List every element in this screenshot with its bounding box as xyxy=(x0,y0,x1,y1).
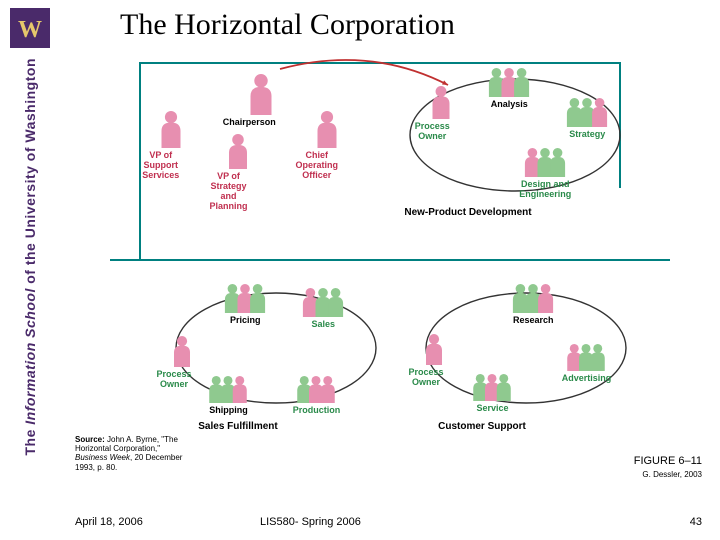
group-new-product: New-Product Development xyxy=(404,207,532,218)
group-coo: ChiefOperatingOfficer xyxy=(295,111,338,180)
group-production: Production xyxy=(293,376,341,415)
svg-text:Pricing: Pricing xyxy=(230,315,261,325)
source-ital: Business Week xyxy=(75,453,130,462)
footer-page: 43 xyxy=(690,516,702,528)
sidebar: W The Information School of the Universi… xyxy=(0,0,60,540)
svg-text:Customer Support: Customer Support xyxy=(438,421,526,432)
svg-text:Operating: Operating xyxy=(295,160,338,170)
svg-text:Owner: Owner xyxy=(412,377,441,387)
svg-text:Production: Production xyxy=(293,405,341,415)
sidebar-prefix: The xyxy=(22,425,38,456)
svg-text:Chairperson: Chairperson xyxy=(223,117,276,127)
svg-text:Strategy: Strategy xyxy=(210,181,246,191)
svg-text:Planning: Planning xyxy=(210,201,248,211)
svg-text:New-Product Development: New-Product Development xyxy=(404,207,532,218)
figure-credit: G. Dessler, 2003 xyxy=(642,470,702,479)
group-chairperson: Chairperson xyxy=(223,74,276,127)
diagram-svg: ChairpersonVP ofSupportServicesVP ofStra… xyxy=(110,55,670,435)
footer-center: LIS580- Spring 2006 xyxy=(260,516,361,528)
svg-text:Chief: Chief xyxy=(306,150,330,160)
group-pricing: Pricing xyxy=(225,284,265,325)
group-shipping: Shipping xyxy=(209,376,248,415)
sidebar-accent: Information School xyxy=(22,288,38,425)
group-vp-strategy: VP ofStrategyandPlanning xyxy=(210,134,248,211)
figure-label: FIGURE 6–11 xyxy=(634,455,702,467)
svg-text:Advertising: Advertising xyxy=(562,373,612,383)
uw-logo-icon: W xyxy=(10,8,50,48)
svg-text:Owner: Owner xyxy=(418,131,447,141)
svg-text:VP of: VP of xyxy=(149,150,173,160)
svg-text:Research: Research xyxy=(513,315,554,325)
svg-text:Services: Services xyxy=(142,170,179,180)
svg-text:Design and: Design and xyxy=(521,179,570,189)
group-sales-fulfillment: Sales Fulfillment xyxy=(198,421,278,432)
source-label: Source: xyxy=(75,435,105,444)
svg-text:Sales Fulfillment: Sales Fulfillment xyxy=(198,421,278,432)
svg-text:Strategy: Strategy xyxy=(569,129,605,139)
sidebar-suffix: of the University of Washington xyxy=(22,58,38,288)
svg-text:Process: Process xyxy=(408,367,443,377)
svg-text:Process: Process xyxy=(415,121,450,131)
footer-date: April 18, 2006 xyxy=(75,516,143,528)
svg-text:and: and xyxy=(220,191,236,201)
svg-text:Engineering: Engineering xyxy=(519,189,571,199)
group-analysis: Analysis xyxy=(489,68,529,109)
svg-text:Service: Service xyxy=(476,403,508,413)
group-customer-support: Customer Support xyxy=(438,421,526,432)
group-advertising: Advertising xyxy=(562,344,612,383)
source-citation: Source: John A. Byrne, "The Horizontal C… xyxy=(75,435,185,472)
group-process-owner-1: ProcessOwner xyxy=(415,86,450,141)
sidebar-school-name: The Information School of the University… xyxy=(22,58,38,456)
svg-text:VP of: VP of xyxy=(217,171,241,181)
group-vp-support: VP ofSupportServices xyxy=(142,111,180,180)
diagram-area: ChairpersonVP ofSupportServicesVP ofStra… xyxy=(110,55,670,435)
group-research: Research xyxy=(513,284,554,325)
svg-text:Owner: Owner xyxy=(160,379,189,389)
svg-text:Process: Process xyxy=(156,369,191,379)
svg-text:Support: Support xyxy=(144,160,179,170)
svg-text:Analysis: Analysis xyxy=(491,99,528,109)
group-design-eng: Design andEngineering xyxy=(519,148,571,199)
svg-text:Sales: Sales xyxy=(311,319,335,329)
svg-text:W: W xyxy=(18,17,42,43)
page-title: The Horizontal Corporation xyxy=(120,8,455,42)
group-strategy: Strategy xyxy=(567,98,607,139)
svg-text:Officer: Officer xyxy=(302,170,332,180)
group-sales: Sales xyxy=(303,288,343,329)
group-process-owner-2: ProcessOwner xyxy=(156,336,191,389)
svg-text:Shipping: Shipping xyxy=(209,405,248,415)
group-service: Service xyxy=(473,374,511,413)
